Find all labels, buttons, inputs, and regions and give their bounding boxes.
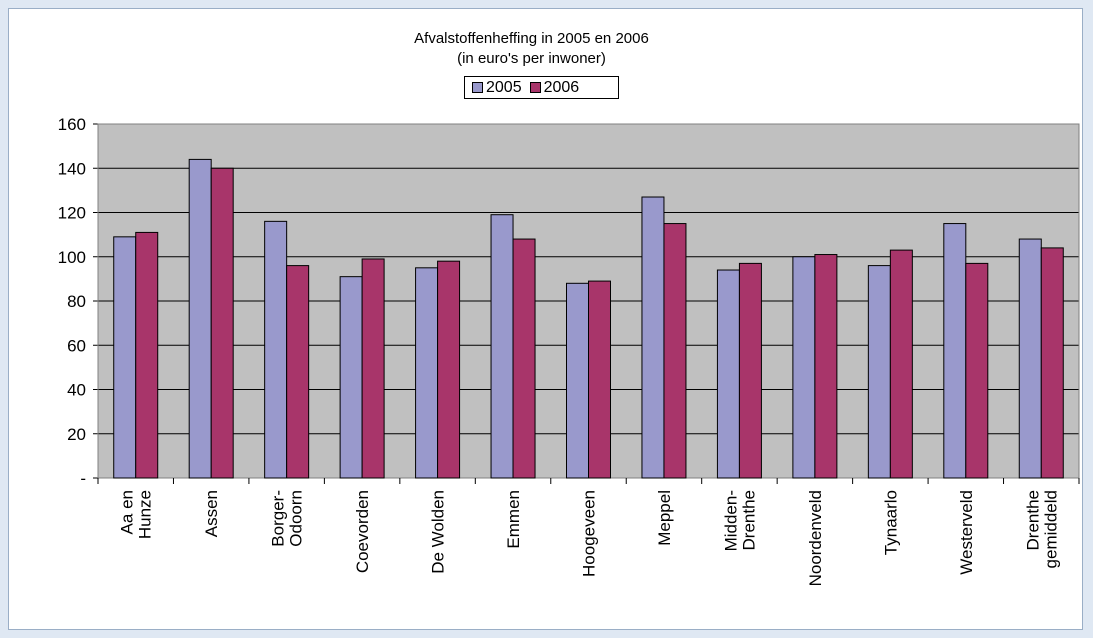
x-tick-label-line: Drenthe xyxy=(739,490,758,550)
x-tick-label-line: Meppel xyxy=(655,490,674,546)
y-tick-label: 120 xyxy=(58,204,86,223)
bar-2005 xyxy=(415,267,439,479)
x-tick-label: Coevorden xyxy=(353,490,372,573)
chart-subtitle: (in euro's per inwoner) xyxy=(457,50,606,67)
x-tick-label: Midden- Drenthe xyxy=(721,490,758,551)
bar-2005 xyxy=(566,282,589,479)
chart-frame: Afvalstoffenheffing in 2005 en 2006 (in … xyxy=(8,8,1083,630)
x-tick-label-line: Tynaarlo xyxy=(881,490,900,555)
bar-2005 xyxy=(867,265,891,479)
x-tick-label-line: Borger- xyxy=(269,490,288,547)
x-tick-label: Hoogeveen xyxy=(580,490,599,577)
legend-item-2006: 2006 xyxy=(529,78,580,97)
x-tick-label: De Wolden xyxy=(429,490,448,574)
bar-2005 xyxy=(339,276,363,479)
x-tick-label-line: Assen xyxy=(202,490,221,537)
y-tick-label: 160 xyxy=(58,115,86,134)
bar-2006 xyxy=(512,238,536,479)
x-tick-label-line: gemiddeld xyxy=(1041,490,1060,568)
bar-chart: - 20 40 60 80 100 120 140 160 Aa en Hunze Assen Borg… xyxy=(58,115,1080,586)
bar-2005 xyxy=(716,269,740,479)
bar-2006 xyxy=(361,258,385,479)
chart-legend: 2005 2006 xyxy=(464,76,619,99)
chart-title: Afvalstoffenheffing in 2005 en 2006 xyxy=(414,30,649,47)
x-tick-label-line: Westerveld xyxy=(957,490,976,575)
bar-2006 xyxy=(135,231,159,479)
x-tick-label: Noordenveld xyxy=(806,490,825,586)
y-tick-label: 20 xyxy=(67,425,86,444)
x-tick-label-line: De Wolden xyxy=(429,490,448,574)
x-tick-label: Emmen xyxy=(504,490,523,549)
y-tick-label: 100 xyxy=(58,248,86,267)
bar-2005 xyxy=(113,236,137,479)
legend-swatch-2006 xyxy=(529,82,541,93)
bar-2006 xyxy=(1040,247,1064,479)
bar-2005 xyxy=(792,256,816,479)
x-tick-label-line: Odoorn xyxy=(287,490,306,547)
bar-2005 xyxy=(490,214,514,479)
x-tick-label: Meppel xyxy=(655,490,674,546)
y-tick-label: 40 xyxy=(67,381,86,400)
x-tick-label: Assen xyxy=(202,490,221,537)
x-tick-label-line: Noordenveld xyxy=(806,490,825,586)
y-tick-label: 140 xyxy=(58,159,86,178)
legend-label-2005: 2005 xyxy=(486,78,522,96)
y-tick-label: 60 xyxy=(67,336,86,355)
bar-2006 xyxy=(965,262,989,479)
legend-item-2005: 2005 xyxy=(472,79,522,97)
bar-2006 xyxy=(738,262,762,479)
bar-2005 xyxy=(264,220,288,479)
y-tick-label: 80 xyxy=(67,292,86,311)
bar-2005 xyxy=(188,158,212,479)
bar-2006 xyxy=(437,260,461,479)
bar-2005 xyxy=(943,223,967,479)
x-tick-label: Tynaarlo xyxy=(881,490,900,555)
legend-swatch-2005 xyxy=(472,82,483,93)
x-tick-label: Aa en Hunze xyxy=(118,490,155,539)
bar-2006 xyxy=(210,167,234,479)
bar-2005 xyxy=(1018,238,1042,479)
bar-2006 xyxy=(588,280,611,479)
x-tick-label-line: Coevorden xyxy=(353,490,372,573)
y-tick-label: - xyxy=(80,469,86,488)
x-tick-label: Westerveld xyxy=(957,490,976,575)
x-tick-label-line: Hunze xyxy=(136,490,155,539)
legend-label-2006: 2006 xyxy=(543,78,580,96)
x-tick-label-line: Aa en xyxy=(118,490,137,534)
x-tick-label-line: Emmen xyxy=(504,490,523,549)
x-tick-label-line: Hoogeveen xyxy=(580,490,599,577)
bar-2006 xyxy=(889,249,913,479)
x-tick-label: Borger- Odoorn xyxy=(269,490,306,547)
bar-2005 xyxy=(641,196,665,479)
x-tick-label: Drenthe gemiddeld xyxy=(1023,490,1060,568)
x-tick-label-line: Drenthe xyxy=(1023,490,1042,550)
bar-2006 xyxy=(286,265,310,479)
bar-2006 xyxy=(814,254,838,479)
bar-2006 xyxy=(663,223,687,479)
x-tick-label-line: Midden- xyxy=(721,490,740,551)
